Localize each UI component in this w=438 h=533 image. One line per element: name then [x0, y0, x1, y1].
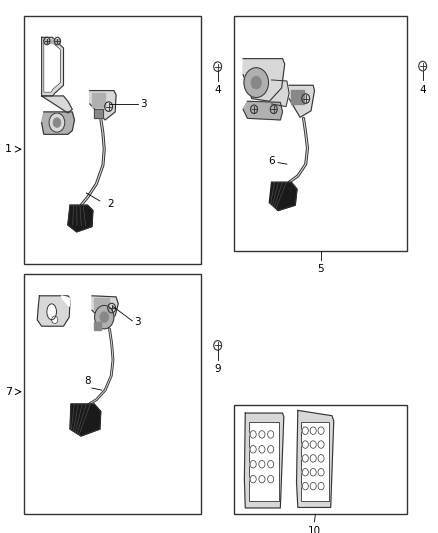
- Text: 8: 8: [84, 376, 91, 386]
- Circle shape: [310, 441, 316, 448]
- Text: 6: 6: [268, 157, 275, 166]
- Polygon shape: [61, 296, 70, 306]
- Circle shape: [318, 482, 324, 490]
- Polygon shape: [289, 85, 314, 117]
- Circle shape: [310, 482, 316, 490]
- Circle shape: [302, 441, 308, 448]
- Circle shape: [52, 316, 58, 324]
- Circle shape: [250, 431, 256, 438]
- Text: 9: 9: [214, 364, 221, 374]
- Circle shape: [259, 446, 265, 453]
- Circle shape: [310, 427, 316, 434]
- Text: 5: 5: [317, 264, 324, 274]
- Circle shape: [318, 469, 324, 476]
- Bar: [24, 274, 201, 514]
- Circle shape: [302, 455, 308, 462]
- Circle shape: [268, 446, 274, 453]
- Circle shape: [268, 461, 274, 468]
- Polygon shape: [94, 322, 101, 330]
- Circle shape: [318, 455, 324, 462]
- Circle shape: [251, 76, 261, 89]
- Text: 4: 4: [214, 85, 221, 95]
- Polygon shape: [70, 404, 101, 436]
- Bar: [249, 422, 279, 501]
- Text: 3: 3: [140, 99, 147, 109]
- Polygon shape: [244, 413, 284, 508]
- Polygon shape: [92, 296, 118, 322]
- Polygon shape: [297, 410, 334, 507]
- Circle shape: [53, 118, 61, 127]
- Circle shape: [318, 427, 324, 434]
- Polygon shape: [44, 40, 60, 92]
- Circle shape: [268, 431, 274, 438]
- Polygon shape: [291, 90, 304, 104]
- Text: 10: 10: [308, 526, 321, 533]
- Polygon shape: [92, 93, 105, 107]
- Bar: [301, 422, 329, 501]
- Circle shape: [318, 441, 324, 448]
- Circle shape: [310, 455, 316, 462]
- Text: 7: 7: [5, 387, 12, 397]
- Circle shape: [259, 431, 265, 438]
- Bar: [234, 405, 407, 514]
- Polygon shape: [37, 296, 70, 326]
- Circle shape: [302, 482, 308, 490]
- Circle shape: [250, 461, 256, 468]
- Bar: [234, 16, 407, 251]
- Text: 1: 1: [5, 144, 12, 154]
- Circle shape: [244, 68, 268, 98]
- Polygon shape: [44, 39, 60, 43]
- Polygon shape: [90, 91, 116, 120]
- Text: 4: 4: [419, 85, 426, 95]
- Circle shape: [268, 475, 274, 483]
- Polygon shape: [269, 182, 297, 211]
- Polygon shape: [94, 298, 109, 310]
- Circle shape: [100, 312, 109, 322]
- Polygon shape: [272, 80, 289, 107]
- Circle shape: [95, 305, 114, 329]
- Polygon shape: [42, 37, 64, 96]
- Polygon shape: [243, 101, 283, 120]
- Polygon shape: [68, 205, 93, 232]
- Polygon shape: [42, 96, 72, 113]
- Circle shape: [302, 469, 308, 476]
- Circle shape: [49, 113, 65, 132]
- Text: 2: 2: [107, 199, 114, 209]
- Text: 3: 3: [134, 318, 141, 327]
- Ellipse shape: [47, 304, 57, 320]
- Polygon shape: [42, 112, 74, 134]
- Polygon shape: [243, 59, 285, 101]
- Circle shape: [250, 446, 256, 453]
- Circle shape: [310, 469, 316, 476]
- Circle shape: [250, 475, 256, 483]
- Circle shape: [302, 427, 308, 434]
- Circle shape: [259, 461, 265, 468]
- Circle shape: [259, 475, 265, 483]
- Polygon shape: [94, 109, 103, 118]
- Bar: [24, 16, 201, 264]
